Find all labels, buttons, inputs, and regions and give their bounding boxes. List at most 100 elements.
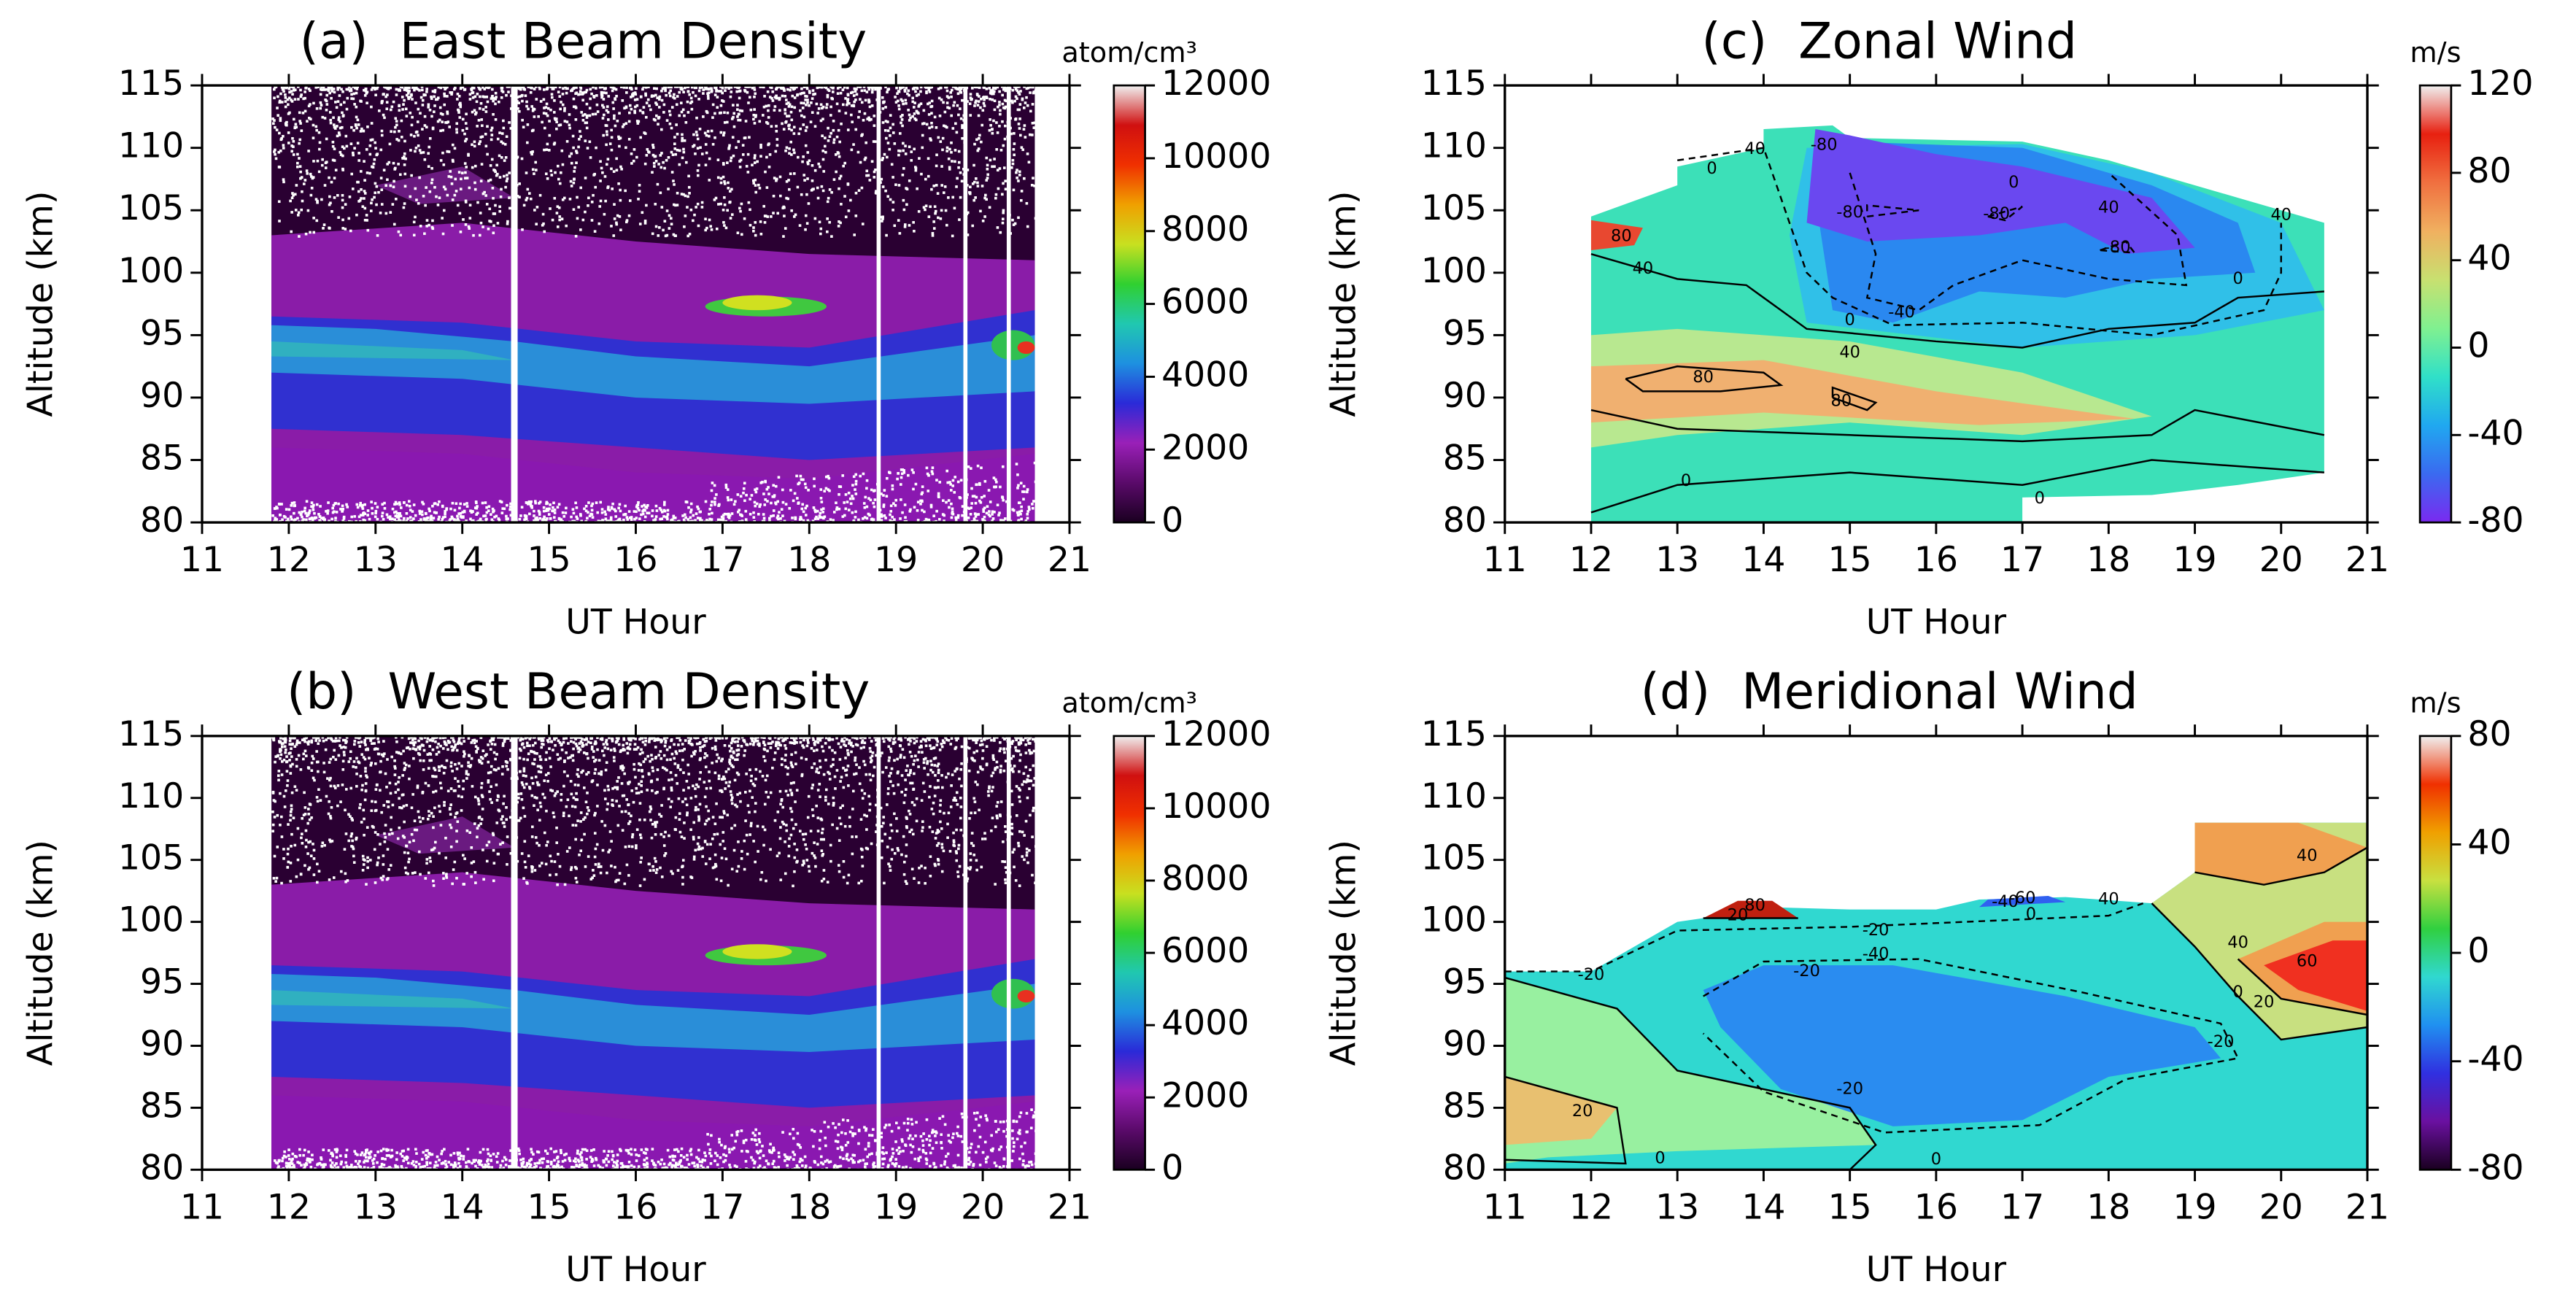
x-tick-label: 21 [1048, 540, 1091, 580]
y-tick-label: 90 [140, 376, 184, 416]
contour-label: 40 [1633, 259, 1654, 278]
contour-fill [1504, 1076, 1617, 1145]
colorbar-tick-label: 8000 [1161, 859, 1249, 899]
contour-line [1831, 386, 1878, 411]
contour-label: 40 [2098, 198, 2119, 217]
layer-patch [375, 816, 515, 854]
colorbar-tick-label: 0 [2467, 325, 2489, 366]
y-tick-label: 80 [140, 1148, 184, 1188]
x-tick-label: 15 [1828, 540, 1872, 580]
x-tick-label: 11 [1483, 540, 1527, 580]
y-tick-label: 90 [1443, 1024, 1487, 1064]
contour-fill [1979, 895, 2066, 908]
y-axis-label: Altitude (km) [1323, 840, 1364, 1066]
contour-label: 0 [1681, 471, 1691, 490]
contour-label: -20 [1578, 965, 1605, 984]
gap-line [511, 85, 518, 523]
colorbar-tick-label: -40 [2467, 413, 2523, 453]
contour-label: 0 [2026, 905, 2036, 924]
contour-label: -80 [2104, 238, 2131, 257]
x-tick-label: 21 [2345, 540, 2389, 580]
x-tick-label: 18 [2086, 540, 2130, 580]
y-tick-label: 110 [118, 776, 184, 816]
x-tick-label: 19 [874, 1187, 918, 1227]
contour-line [1590, 409, 2325, 443]
contour-label: 0 [1931, 1150, 1941, 1169]
x-tick-label: 12 [1569, 1187, 1613, 1227]
contour-label: -40 [1888, 303, 1915, 322]
contour-line [1625, 365, 1784, 392]
contour-label: 80 [1611, 227, 1632, 246]
y-tick-label: 80 [140, 500, 184, 541]
plot-area [271, 735, 1037, 1170]
y-tick-label: 90 [140, 1024, 184, 1064]
x-tick-label: 15 [527, 540, 571, 580]
x-axis-label: UT Hour [1866, 1250, 2007, 1290]
layer-cyan [271, 973, 1035, 1052]
contour-label: -20 [1863, 921, 1890, 940]
colorbar-tick-label: 10000 [1161, 136, 1271, 177]
contour-label: -80 [1983, 204, 2010, 223]
colorbar [2418, 735, 2453, 1171]
colorbar-tick-label: 12000 [1161, 63, 1271, 104]
x-tick-label: 13 [1655, 540, 1699, 580]
colorbar [2418, 84, 2453, 524]
x-tick-label: 21 [2345, 1187, 2389, 1227]
colorbar-label: m/s [2410, 687, 2461, 720]
contour-label: 80 [1744, 896, 1765, 915]
contour-label: -80 [1836, 203, 1863, 222]
plot-area: -20-20-40-60040-20-20-40-200020406020040… [1504, 822, 2368, 1170]
contour-label: 0 [1655, 1149, 1665, 1168]
x-tick-label: 17 [2000, 1187, 2044, 1227]
x-tick-label: 14 [1741, 540, 1785, 580]
contour-label: -80 [1811, 136, 1838, 155]
layer-bottom [271, 1095, 1035, 1170]
y-tick-label: 115 [118, 63, 184, 104]
contour-line [1590, 252, 2324, 349]
contour-fill [1703, 900, 1798, 919]
contour-label: 80 [1693, 368, 1714, 387]
colorbar-tick-label: 6000 [1161, 931, 1249, 971]
x-tick-label: 16 [1914, 1187, 1958, 1227]
y-tick-label: 100 [1421, 900, 1487, 940]
y-tick-label: 85 [140, 438, 184, 479]
x-tick-label: 11 [180, 1187, 224, 1227]
layer-red [1017, 341, 1035, 355]
gap-line [963, 85, 968, 523]
x-tick-label: 15 [1828, 1187, 1872, 1227]
contour-line [2151, 902, 2368, 1041]
colorbar-tick-label: 4000 [1161, 355, 1249, 395]
x-tick-label: 20 [961, 1187, 1005, 1227]
y-tick-label: 100 [118, 251, 184, 291]
x-tick-label: 18 [787, 540, 831, 580]
y-tick-label: 105 [118, 838, 184, 878]
colorbar-tick-label: 0 [1161, 500, 1183, 541]
y-tick-label: 105 [1421, 188, 1487, 228]
colorbar-tick-label: 80 [2467, 714, 2511, 754]
gap-line [876, 85, 881, 523]
x-axis-label: UT Hour [1866, 603, 2007, 643]
x-tick-label: 17 [700, 540, 744, 580]
y-tick-label: 90 [1443, 376, 1487, 416]
y-axis-label: Altitude (km) [1323, 191, 1364, 417]
x-tick-label: 13 [354, 540, 398, 580]
x-axis-label: UT Hour [565, 1250, 706, 1290]
x-tick-label: 11 [1483, 1187, 1527, 1227]
chart-title: (d) Meridional Wind [1641, 662, 2138, 720]
contour-label: 40 [1839, 343, 1860, 362]
x-tick-label: 18 [787, 1187, 831, 1227]
contour-label: -20 [1836, 1079, 1863, 1098]
layer-cyan-core [271, 341, 515, 360]
x-tick-label: 19 [2173, 1187, 2216, 1227]
contour-fill [2264, 940, 2368, 1011]
y-tick-label: 110 [118, 126, 184, 166]
x-tick-label: 20 [961, 540, 1005, 580]
x-tick-label: 18 [2086, 1187, 2130, 1227]
y-tick-label: 100 [1421, 251, 1487, 291]
contour-label: 0 [2233, 983, 2243, 1002]
x-tick-label: 19 [874, 540, 918, 580]
layer-cyan-core [271, 990, 515, 1009]
colorbar-label: atom/cm³ [1061, 36, 1197, 69]
contour-label: 0 [2008, 173, 2019, 192]
